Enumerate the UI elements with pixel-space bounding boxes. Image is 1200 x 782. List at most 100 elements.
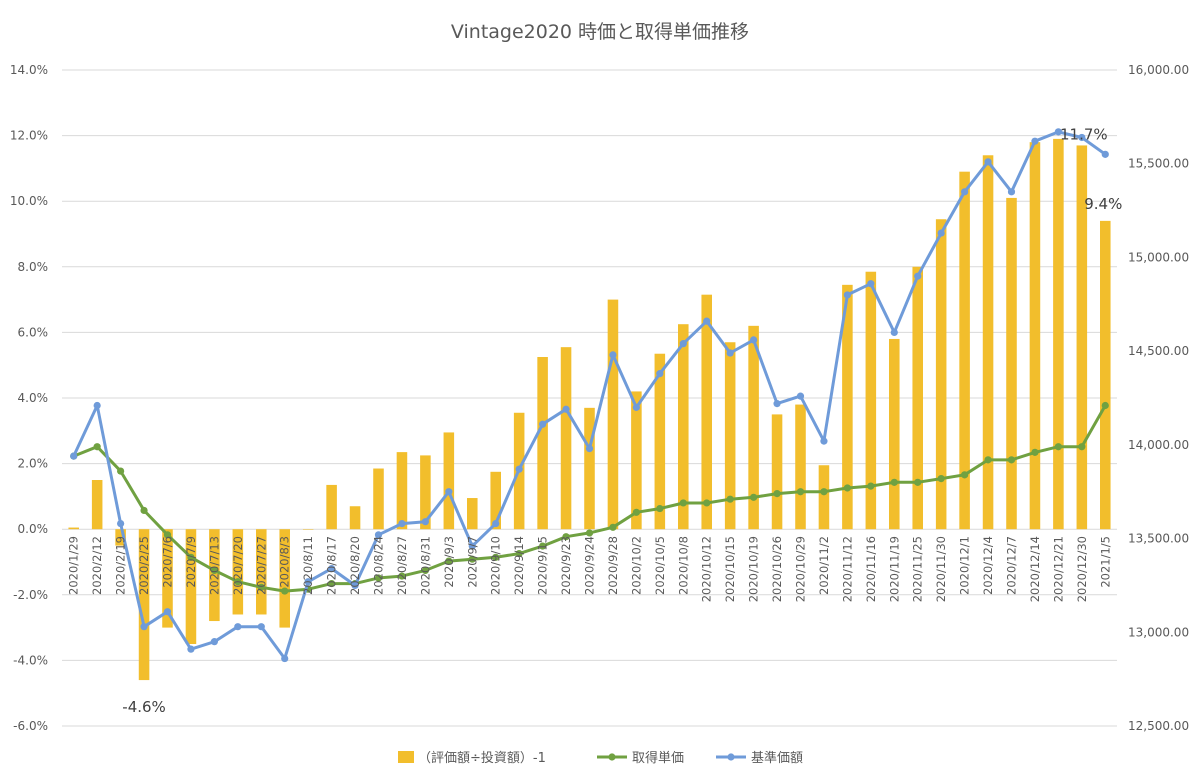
series-point [351,581,359,590]
bar [1029,142,1041,530]
bar [256,529,267,615]
legend-label: （評価額÷投資額）-1 [418,750,546,766]
series-point [1078,443,1086,451]
series-point [914,478,922,486]
x-tick-label: 2020/2/19 [114,536,128,595]
legend: （評価額÷投資額）-1 取得単価 基準価額 [398,750,803,766]
series-point [257,623,265,631]
bar [1076,145,1088,530]
series-point [515,465,523,473]
left-tick-label: -4.0% [13,653,48,667]
x-tick-label: 2020/10/5 [653,536,667,595]
gridlines [62,69,1117,727]
x-tick-label: 2020/7/27 [254,536,268,595]
series-point [492,553,500,561]
x-tick-label: 2020/7/9 [184,536,198,588]
x-tick-label: 2020/8/24 [372,536,386,595]
right-tick-label: 12,500.00 [1128,719,1189,733]
legend-marker [727,753,735,761]
series-point [328,579,336,588]
bar [420,455,431,530]
right-tick-label: 15,500.00 [1128,157,1189,171]
x-tick-label: 2020/8/31 [418,536,432,595]
series-point [890,478,898,486]
series-point [492,519,500,528]
x-tick-label: 2020/12/4 [981,536,995,595]
bar [490,471,501,530]
series-point [773,489,781,498]
x-tick-label: 2020/9/24 [583,536,597,595]
series-point [562,405,570,413]
x-tick-label: 2020/7/20 [231,536,245,595]
bar [678,324,689,530]
series-point [937,474,945,483]
bar [91,480,103,530]
series-point [679,340,687,348]
x-tick-label: 2020/10/8 [676,536,690,595]
left-tick-label: 2.0% [18,457,49,471]
x-tick-label: 2020/11/16 [864,536,878,602]
series-point [234,578,242,586]
bar [724,342,736,530]
bar [349,506,361,530]
series-point [70,452,78,460]
bar [68,527,79,530]
x-axis-ticks: 2020/1/29 2020/2/12 2020/2/19 2020/2/25 2020… [67,536,1113,602]
series-point [163,531,172,539]
x-tick-label: 2020/12/14 [1028,536,1042,602]
bar [795,404,806,530]
series-point [961,188,969,196]
series-point [234,623,242,631]
bar [842,284,853,530]
series-point [281,654,289,663]
series-point [750,336,758,344]
left-tick-label: 8.0% [18,260,49,274]
bar [232,529,244,615]
series-point [281,587,289,595]
series-point [1031,448,1039,456]
series-point [421,518,429,526]
x-tick-label: 2020/7/6 [161,536,175,588]
bar [302,529,314,530]
x-tick-label: 2020/10/2 [629,536,643,595]
bar [982,155,994,530]
series-point [820,437,828,445]
series-point [1031,137,1039,145]
bar [373,468,384,530]
bar [771,414,783,530]
series-point [398,519,406,528]
series-point [961,471,969,479]
right-tick-label: 13,500.00 [1128,532,1189,546]
legend-label: 基準価額 [751,750,803,766]
left-tick-label: 14.0% [10,63,48,77]
series-point [867,482,875,490]
left-tick-label: 6.0% [18,325,49,339]
bar [959,171,970,530]
series-point [210,566,218,575]
x-tick-label: 2020/8/11 [301,536,315,595]
series-point [632,403,640,411]
series-point [609,351,617,359]
x-tick-label: 2020/9/23 [559,536,573,595]
series-point [117,519,125,528]
bar [865,271,877,530]
series-point [515,549,523,558]
series-point [468,555,476,563]
bar [912,266,923,530]
x-tick-label: 2020/8/20 [348,536,362,595]
series-point [609,523,617,531]
line-series-group [70,128,1109,663]
series-point [187,645,195,653]
series-point [914,272,922,280]
x-tick-label: 2020/12/30 [1075,536,1089,602]
x-tick-label: 2020/11/2 [817,536,831,595]
bar [326,484,337,530]
legend-marker [608,753,616,761]
right-tick-label: 16,000.00 [1128,63,1189,77]
x-tick-label: 2020/10/15 [723,536,737,602]
bar [396,452,408,530]
x-tick-label: 2020/12/1 [958,536,972,595]
series-point [304,578,312,586]
bar [748,325,759,530]
